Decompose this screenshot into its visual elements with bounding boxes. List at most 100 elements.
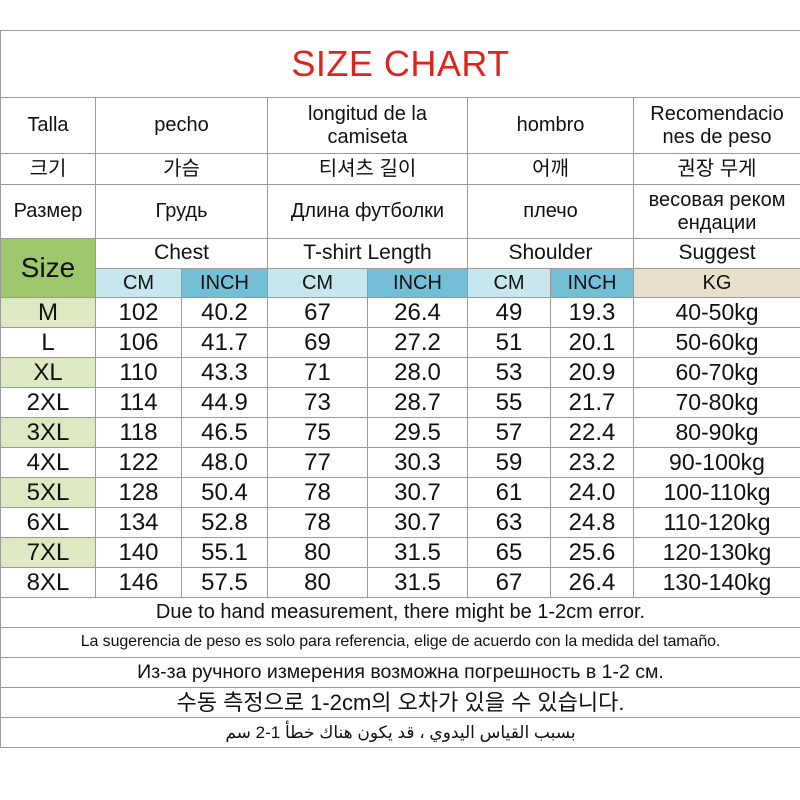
weight-value: 120-130kg xyxy=(633,537,800,568)
header-shoulder-ru: плечо xyxy=(467,184,634,239)
size-label: 4XL xyxy=(0,447,96,478)
unit-shoulder-inch: INCH xyxy=(550,268,634,298)
shoulder-inch-value: 25.6 xyxy=(550,537,634,568)
unit-length-inch: INCH xyxy=(367,268,468,298)
chest-cm-value: 102 xyxy=(95,297,182,328)
header-length-ru: Длина футболки xyxy=(267,184,468,239)
shoulder-cm-value: 67 xyxy=(467,567,551,598)
size-row: 5XL 128 50.4 78 30.7 61 24.0 100-110kg xyxy=(0,477,800,508)
shoulder-cm-value: 55 xyxy=(467,387,551,418)
shoulder-inch-value: 19.3 xyxy=(550,297,634,328)
shoulder-inch-value: 21.7 xyxy=(550,387,634,418)
russian-header-row: Размер Грудь Длина футболки плечо весова… xyxy=(0,184,800,239)
length-cm-value: 75 xyxy=(267,417,368,448)
header-size-ko: 크기 xyxy=(0,153,96,185)
unit-row: CM INCH CM INCH CM INCH KG xyxy=(1,268,800,298)
shoulder-inch-value: 20.9 xyxy=(550,357,634,388)
header-chest-ru: Грудь xyxy=(95,184,268,239)
note-arabic: بسبب القياس اليدوي ، قد يكون هناك خطأ 1-… xyxy=(0,717,800,748)
korean-header-row: 크기 가슴 티셔츠 길이 어깨 권장 무게 xyxy=(0,153,800,185)
length-cm-value: 71 xyxy=(267,357,368,388)
header-chest-es: pecho xyxy=(95,97,268,154)
size-label: 5XL xyxy=(0,477,96,508)
size-label: 6XL xyxy=(0,507,96,538)
size-label: 8XL xyxy=(0,567,96,598)
shoulder-cm-value: 49 xyxy=(467,297,551,328)
unit-chest-inch: INCH xyxy=(181,268,268,298)
unit-chest-cm: CM xyxy=(95,268,182,298)
size-row: 2XL 114 44.9 73 28.7 55 21.7 70-80kg xyxy=(0,387,800,418)
shoulder-inch-value: 22.4 xyxy=(550,417,634,448)
chest-inch-value: 46.5 xyxy=(181,417,268,448)
header-size-ru: Размер xyxy=(0,184,96,239)
header-chest-ko: 가슴 xyxy=(95,153,268,185)
size-label: 7XL xyxy=(0,537,96,568)
weight-value: 80-90kg xyxy=(633,417,800,448)
chest-inch-value: 44.9 xyxy=(181,387,268,418)
length-inch-value: 26.4 xyxy=(367,297,468,328)
header-shoulder-en: Shoulder xyxy=(467,238,634,269)
unit-length-cm: CM xyxy=(267,268,368,298)
header-suggest-es: Recomendacio nes de peso xyxy=(633,97,800,154)
size-label: 2XL xyxy=(0,387,96,418)
size-row: 3XL 118 46.5 75 29.5 57 22.4 80-90kg xyxy=(0,417,800,448)
chest-cm-value: 114 xyxy=(95,387,182,418)
chest-cm-value: 128 xyxy=(95,477,182,508)
size-row: M 102 40.2 67 26.4 49 19.3 40-50kg xyxy=(0,297,800,328)
chest-inch-value: 55.1 xyxy=(181,537,268,568)
weight-value: 40-50kg xyxy=(633,297,800,328)
length-inch-value: 28.7 xyxy=(367,387,468,418)
length-cm-value: 73 xyxy=(267,387,368,418)
note-russian: Из-за ручного измерения возможна погрешн… xyxy=(0,657,800,688)
chest-inch-value: 41.7 xyxy=(181,327,268,358)
size-row: 8XL 146 57.5 80 31.5 67 26.4 130-140kg xyxy=(0,567,800,598)
length-cm-value: 77 xyxy=(267,447,368,478)
chest-cm-value: 140 xyxy=(95,537,182,568)
length-cm-value: 80 xyxy=(267,567,368,598)
chest-inch-value: 52.8 xyxy=(181,507,268,538)
chest-cm-value: 110 xyxy=(95,357,182,388)
length-cm-value: 78 xyxy=(267,507,368,538)
weight-value: 90-100kg xyxy=(633,447,800,478)
shoulder-cm-value: 59 xyxy=(467,447,551,478)
chest-inch-value: 43.3 xyxy=(181,357,268,388)
note-korean: 수동 측정으로 1-2cm의 오차가 있을 수 있습니다. xyxy=(0,687,800,718)
shoulder-cm-value: 53 xyxy=(467,357,551,388)
header-suggest-en: Suggest xyxy=(633,238,800,269)
shoulder-cm-value: 63 xyxy=(467,507,551,538)
shoulder-inch-value: 24.0 xyxy=(550,477,634,508)
shoulder-cm-value: 65 xyxy=(467,537,551,568)
length-cm-value: 69 xyxy=(267,327,368,358)
english-header-row: Size Chest T-shirt Length Shoulder Sugge… xyxy=(0,238,800,298)
size-row: 7XL 140 55.1 80 31.5 65 25.6 120-130kg xyxy=(0,537,800,568)
length-inch-value: 30.3 xyxy=(367,447,468,478)
size-label: M xyxy=(0,297,96,328)
header-chest-en: Chest xyxy=(95,238,268,269)
header-length-ko: 티셔츠 길이 xyxy=(267,153,468,185)
length-cm-value: 67 xyxy=(267,297,368,328)
chest-inch-value: 50.4 xyxy=(181,477,268,508)
note-english: Due to hand measurement, there might be … xyxy=(0,597,800,628)
header-size-es: Talla xyxy=(0,97,96,154)
length-inch-value: 31.5 xyxy=(367,567,468,598)
length-inch-value: 27.2 xyxy=(367,327,468,358)
unit-shoulder-cm: CM xyxy=(467,268,551,298)
spanish-header-row: Talla pecho longitud de la camiseta homb… xyxy=(0,97,800,154)
shoulder-cm-value: 57 xyxy=(467,417,551,448)
header-size-en: Size xyxy=(0,238,96,298)
weight-value: 70-80kg xyxy=(633,387,800,418)
length-cm-value: 78 xyxy=(267,477,368,508)
length-inch-value: 31.5 xyxy=(367,537,468,568)
size-row: 6XL 134 52.8 78 30.7 63 24.8 110-120kg xyxy=(0,507,800,538)
weight-value: 50-60kg xyxy=(633,327,800,358)
size-label: XL xyxy=(0,357,96,388)
shoulder-inch-value: 26.4 xyxy=(550,567,634,598)
size-row: L 106 41.7 69 27.2 51 20.1 50-60kg xyxy=(0,327,800,358)
chest-cm-value: 134 xyxy=(95,507,182,538)
chest-cm-value: 106 xyxy=(95,327,182,358)
length-inch-value: 29.5 xyxy=(367,417,468,448)
header-length-es: longitud de la camiseta xyxy=(267,97,468,154)
header-shoulder-ko: 어깨 xyxy=(467,153,634,185)
header-suggest-ko: 권장 무게 xyxy=(633,153,800,185)
